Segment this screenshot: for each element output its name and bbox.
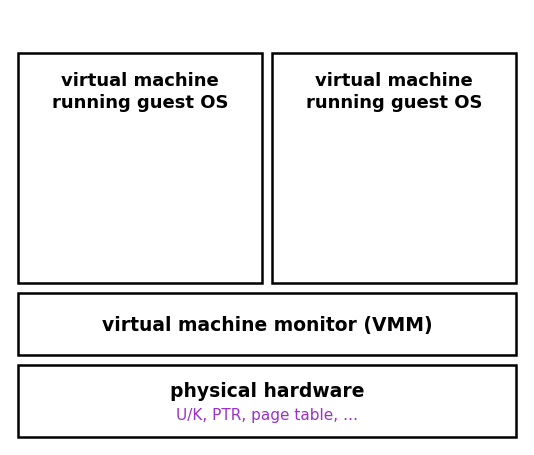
Bar bbox=[18, 365, 516, 437]
Text: virtual machine
running guest OS: virtual machine running guest OS bbox=[306, 72, 482, 112]
Bar bbox=[18, 54, 262, 283]
Text: U/K, PTR, page table, …: U/K, PTR, page table, … bbox=[176, 408, 358, 423]
Text: physical hardware: physical hardware bbox=[170, 382, 364, 400]
Text: virtual machine
running guest OS: virtual machine running guest OS bbox=[52, 72, 228, 112]
Bar bbox=[18, 293, 516, 355]
Text: virtual machine monitor (VMM): virtual machine monitor (VMM) bbox=[101, 315, 433, 334]
Bar bbox=[272, 54, 516, 283]
